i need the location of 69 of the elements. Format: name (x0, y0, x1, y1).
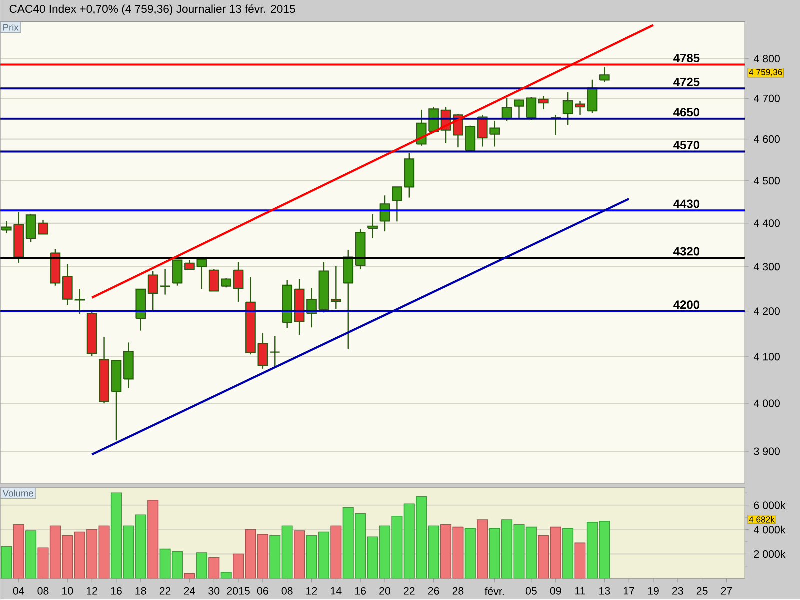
ref-line-label: 4650 (674, 108, 700, 117)
x-tick-label: 18 (136, 587, 146, 595)
y-tick-label: 4 000 (754, 400, 780, 408)
x-tick-label: 10 (62, 587, 74, 595)
candlestick (562, 92, 574, 126)
x-tick-label: 27 (721, 587, 732, 595)
x-tick-label: 25 (696, 587, 708, 595)
x-tick-label: 16 (111, 587, 122, 595)
x-tick-label: 2015 (227, 587, 250, 595)
candlestick (514, 99, 524, 120)
x-tick-label: 20 (380, 587, 390, 595)
x-tick-label: 08 (282, 587, 293, 595)
y-tick-label: 3 900 (754, 448, 780, 456)
candlestick (270, 336, 280, 368)
y-tick-label: 4 300 (754, 263, 780, 271)
y-axis-title: Prix (4, 24, 19, 31)
text: 4 682k (749, 516, 776, 523)
x-tick-label: 22 (160, 587, 171, 595)
x-tick-label: 06 (257, 587, 268, 595)
x-tick-label: 19 (648, 587, 659, 595)
x-tick-label: 26 (428, 587, 440, 595)
candlestick (38, 220, 48, 235)
y-tick-label: 4 000k (754, 526, 786, 534)
ref-line-label: 4320 (674, 247, 700, 256)
chart-title: CAC40 Index +0,70% (4 759,36) Journalier 13 févr. 2015 (10, 4, 296, 16)
x-tick-label: 14 (331, 587, 342, 595)
y-tick-label: 6 000k (754, 502, 786, 510)
x-tick-label: 04 (13, 587, 24, 595)
candlestick (538, 96, 549, 110)
x-tick-label: 13 (600, 587, 610, 595)
x-tick-label: 16 (355, 587, 366, 595)
x-tick-label: 12 (306, 587, 318, 595)
bar (330, 526, 342, 579)
text: 4 759,36 (749, 69, 782, 77)
candlestick (172, 260, 183, 287)
x-tick-label: 17 (624, 587, 634, 595)
x-tick-label: 23 (672, 587, 684, 595)
candlestick (368, 214, 378, 240)
y-tick-label: 4 100 (754, 353, 780, 361)
y-tick-label: 4 800 (754, 55, 780, 63)
x-tick-label: 11 (576, 587, 586, 595)
x-tick-label: 08 (38, 587, 49, 595)
y-tick-label: 4 400 (754, 220, 780, 228)
ref-line-label: 4785 (674, 54, 700, 63)
candlestick (600, 66, 610, 83)
candlestick (526, 96, 537, 122)
x-tick-label: 22 (404, 587, 415, 595)
ref-line-label: 4200 (674, 300, 700, 310)
x-tick-label: 09 (550, 587, 562, 595)
y-tick-label: 4 700 (754, 95, 780, 103)
candlestick (233, 262, 244, 303)
y-tick-label: 4 600 (754, 136, 780, 144)
x-tick-label: 12 (86, 587, 98, 595)
candlestick (575, 100, 586, 116)
x-tick-label: 28 (452, 587, 464, 595)
x-tick-label: 30 (208, 587, 220, 595)
ref-line-label: 4570 (674, 141, 700, 150)
candlestick (258, 333, 268, 370)
candlestick (330, 266, 342, 310)
ref-line-label: 4430 (674, 200, 700, 208)
candlestick (26, 213, 36, 243)
y-tick-label: 4 200 (754, 308, 780, 316)
x-tick-label: févr. (484, 587, 504, 596)
x-tick-label: 05 (526, 587, 537, 595)
y-tick-label: 2 000k (754, 550, 786, 558)
x-tick-label: 24 (184, 587, 196, 595)
ref-line-label: 4725 (674, 78, 700, 87)
y-axis-title: Volume (2, 490, 34, 497)
y-tick-label: 4 500 (754, 177, 780, 185)
